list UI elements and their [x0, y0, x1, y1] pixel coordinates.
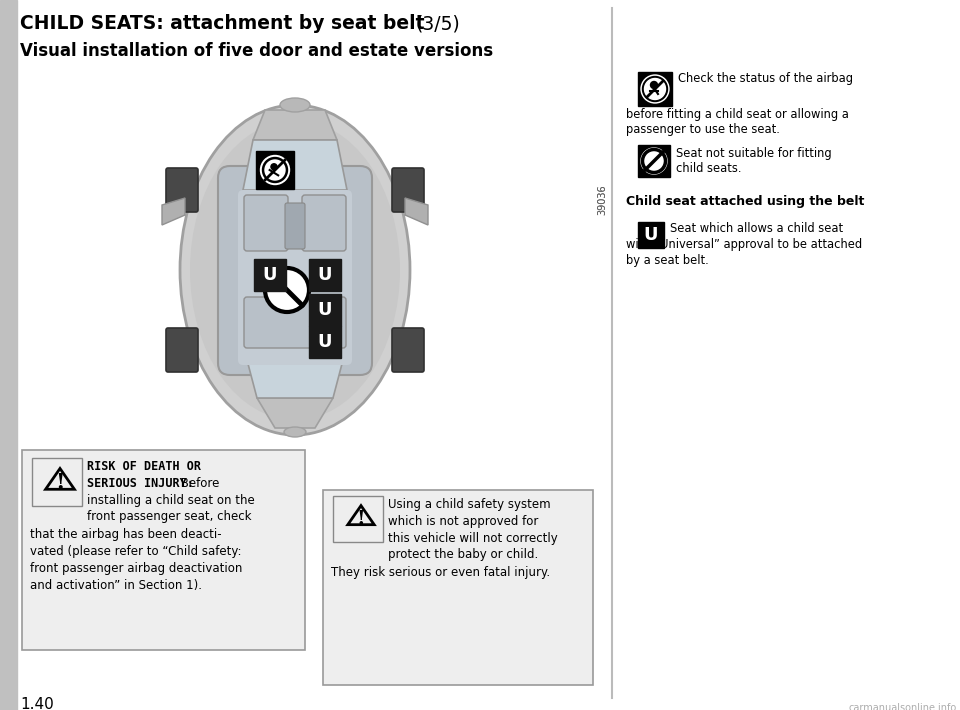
- Text: 1.40: 1.40: [20, 697, 54, 710]
- FancyBboxPatch shape: [166, 168, 198, 212]
- FancyBboxPatch shape: [244, 195, 288, 251]
- Circle shape: [651, 82, 658, 89]
- Text: carmanualsonline.info: carmanualsonline.info: [849, 703, 957, 710]
- Text: SERIOUS INJURY:: SERIOUS INJURY:: [87, 477, 194, 490]
- Ellipse shape: [284, 427, 306, 437]
- FancyBboxPatch shape: [392, 328, 424, 372]
- Polygon shape: [247, 360, 343, 398]
- Bar: [638, 222, 664, 248]
- Ellipse shape: [280, 98, 310, 112]
- Text: by a seat belt.: by a seat belt.: [626, 254, 708, 267]
- FancyBboxPatch shape: [302, 195, 346, 251]
- FancyBboxPatch shape: [392, 168, 424, 212]
- Polygon shape: [162, 198, 185, 225]
- Text: front passenger airbag deactivation: front passenger airbag deactivation: [30, 562, 242, 575]
- Text: Seat not suitable for fitting: Seat not suitable for fitting: [676, 147, 831, 160]
- Circle shape: [262, 157, 288, 183]
- FancyBboxPatch shape: [309, 326, 341, 358]
- Text: 39036: 39036: [597, 185, 607, 215]
- FancyBboxPatch shape: [309, 259, 341, 291]
- Polygon shape: [243, 140, 347, 190]
- Text: Child seat attached using the belt: Child seat attached using the belt: [626, 195, 864, 208]
- Text: U: U: [318, 333, 332, 351]
- FancyBboxPatch shape: [218, 166, 372, 375]
- Text: Visual installation of five door and estate versions: Visual installation of five door and est…: [20, 42, 493, 60]
- Circle shape: [642, 77, 667, 102]
- Circle shape: [265, 268, 309, 312]
- FancyBboxPatch shape: [285, 203, 305, 249]
- Ellipse shape: [180, 105, 410, 435]
- Polygon shape: [257, 398, 333, 428]
- FancyBboxPatch shape: [166, 328, 198, 372]
- Polygon shape: [253, 110, 337, 140]
- Text: 39036: 39036: [597, 185, 607, 215]
- Bar: [638, 145, 670, 177]
- Text: Before: Before: [177, 477, 220, 490]
- Text: and activation” in Section 1).: and activation” in Section 1).: [30, 579, 202, 592]
- FancyBboxPatch shape: [323, 490, 593, 685]
- Text: which is not approved for: which is not approved for: [388, 515, 539, 528]
- FancyBboxPatch shape: [309, 294, 341, 326]
- Circle shape: [271, 163, 277, 170]
- Circle shape: [260, 155, 290, 185]
- Text: !: !: [56, 472, 64, 494]
- Circle shape: [644, 79, 665, 99]
- Text: passenger to use the seat.: passenger to use the seat.: [626, 123, 780, 136]
- FancyBboxPatch shape: [238, 190, 352, 365]
- Text: front passenger seat, check: front passenger seat, check: [87, 510, 252, 523]
- Bar: [256, 151, 294, 189]
- Text: U: U: [644, 226, 659, 244]
- Text: Check the status of the airbag: Check the status of the airbag: [678, 72, 853, 85]
- Text: RISK OF DEATH OR: RISK OF DEATH OR: [87, 460, 201, 473]
- Bar: [32, 458, 82, 506]
- Ellipse shape: [190, 120, 400, 420]
- Polygon shape: [405, 198, 428, 225]
- Text: this vehicle will not correctly: this vehicle will not correctly: [388, 532, 558, 545]
- Bar: [638, 72, 672, 106]
- Text: They risk serious or even fatal injury.: They risk serious or even fatal injury.: [331, 566, 550, 579]
- Text: before fitting a child seat or allowing a: before fitting a child seat or allowing …: [626, 108, 849, 121]
- Text: !: !: [357, 509, 366, 529]
- Text: CHILD SEATS: attachment by seat belt: CHILD SEATS: attachment by seat belt: [20, 14, 431, 33]
- FancyBboxPatch shape: [244, 297, 346, 348]
- Text: protect the baby or child.: protect the baby or child.: [388, 548, 539, 561]
- Text: (3/5): (3/5): [415, 14, 460, 33]
- Text: Seat which allows a child seat: Seat which allows a child seat: [670, 222, 843, 235]
- Circle shape: [641, 75, 669, 103]
- Text: U: U: [318, 266, 332, 284]
- Circle shape: [264, 159, 286, 181]
- Text: with “Universal” approval to be attached: with “Universal” approval to be attached: [626, 238, 862, 251]
- FancyBboxPatch shape: [22, 450, 305, 650]
- Text: installing a child seat on the: installing a child seat on the: [87, 494, 254, 507]
- Text: child seats.: child seats.: [676, 162, 741, 175]
- FancyBboxPatch shape: [254, 259, 286, 291]
- Text: U: U: [318, 301, 332, 319]
- Circle shape: [641, 148, 667, 174]
- Text: U: U: [263, 266, 277, 284]
- Text: vated (please refer to “Child safety:: vated (please refer to “Child safety:: [30, 545, 242, 558]
- Text: Using a child safety system: Using a child safety system: [388, 498, 551, 511]
- Text: that the airbag has been deacti-: that the airbag has been deacti-: [30, 528, 222, 541]
- Bar: [333, 496, 383, 542]
- Bar: [0, 0, 17, 710]
